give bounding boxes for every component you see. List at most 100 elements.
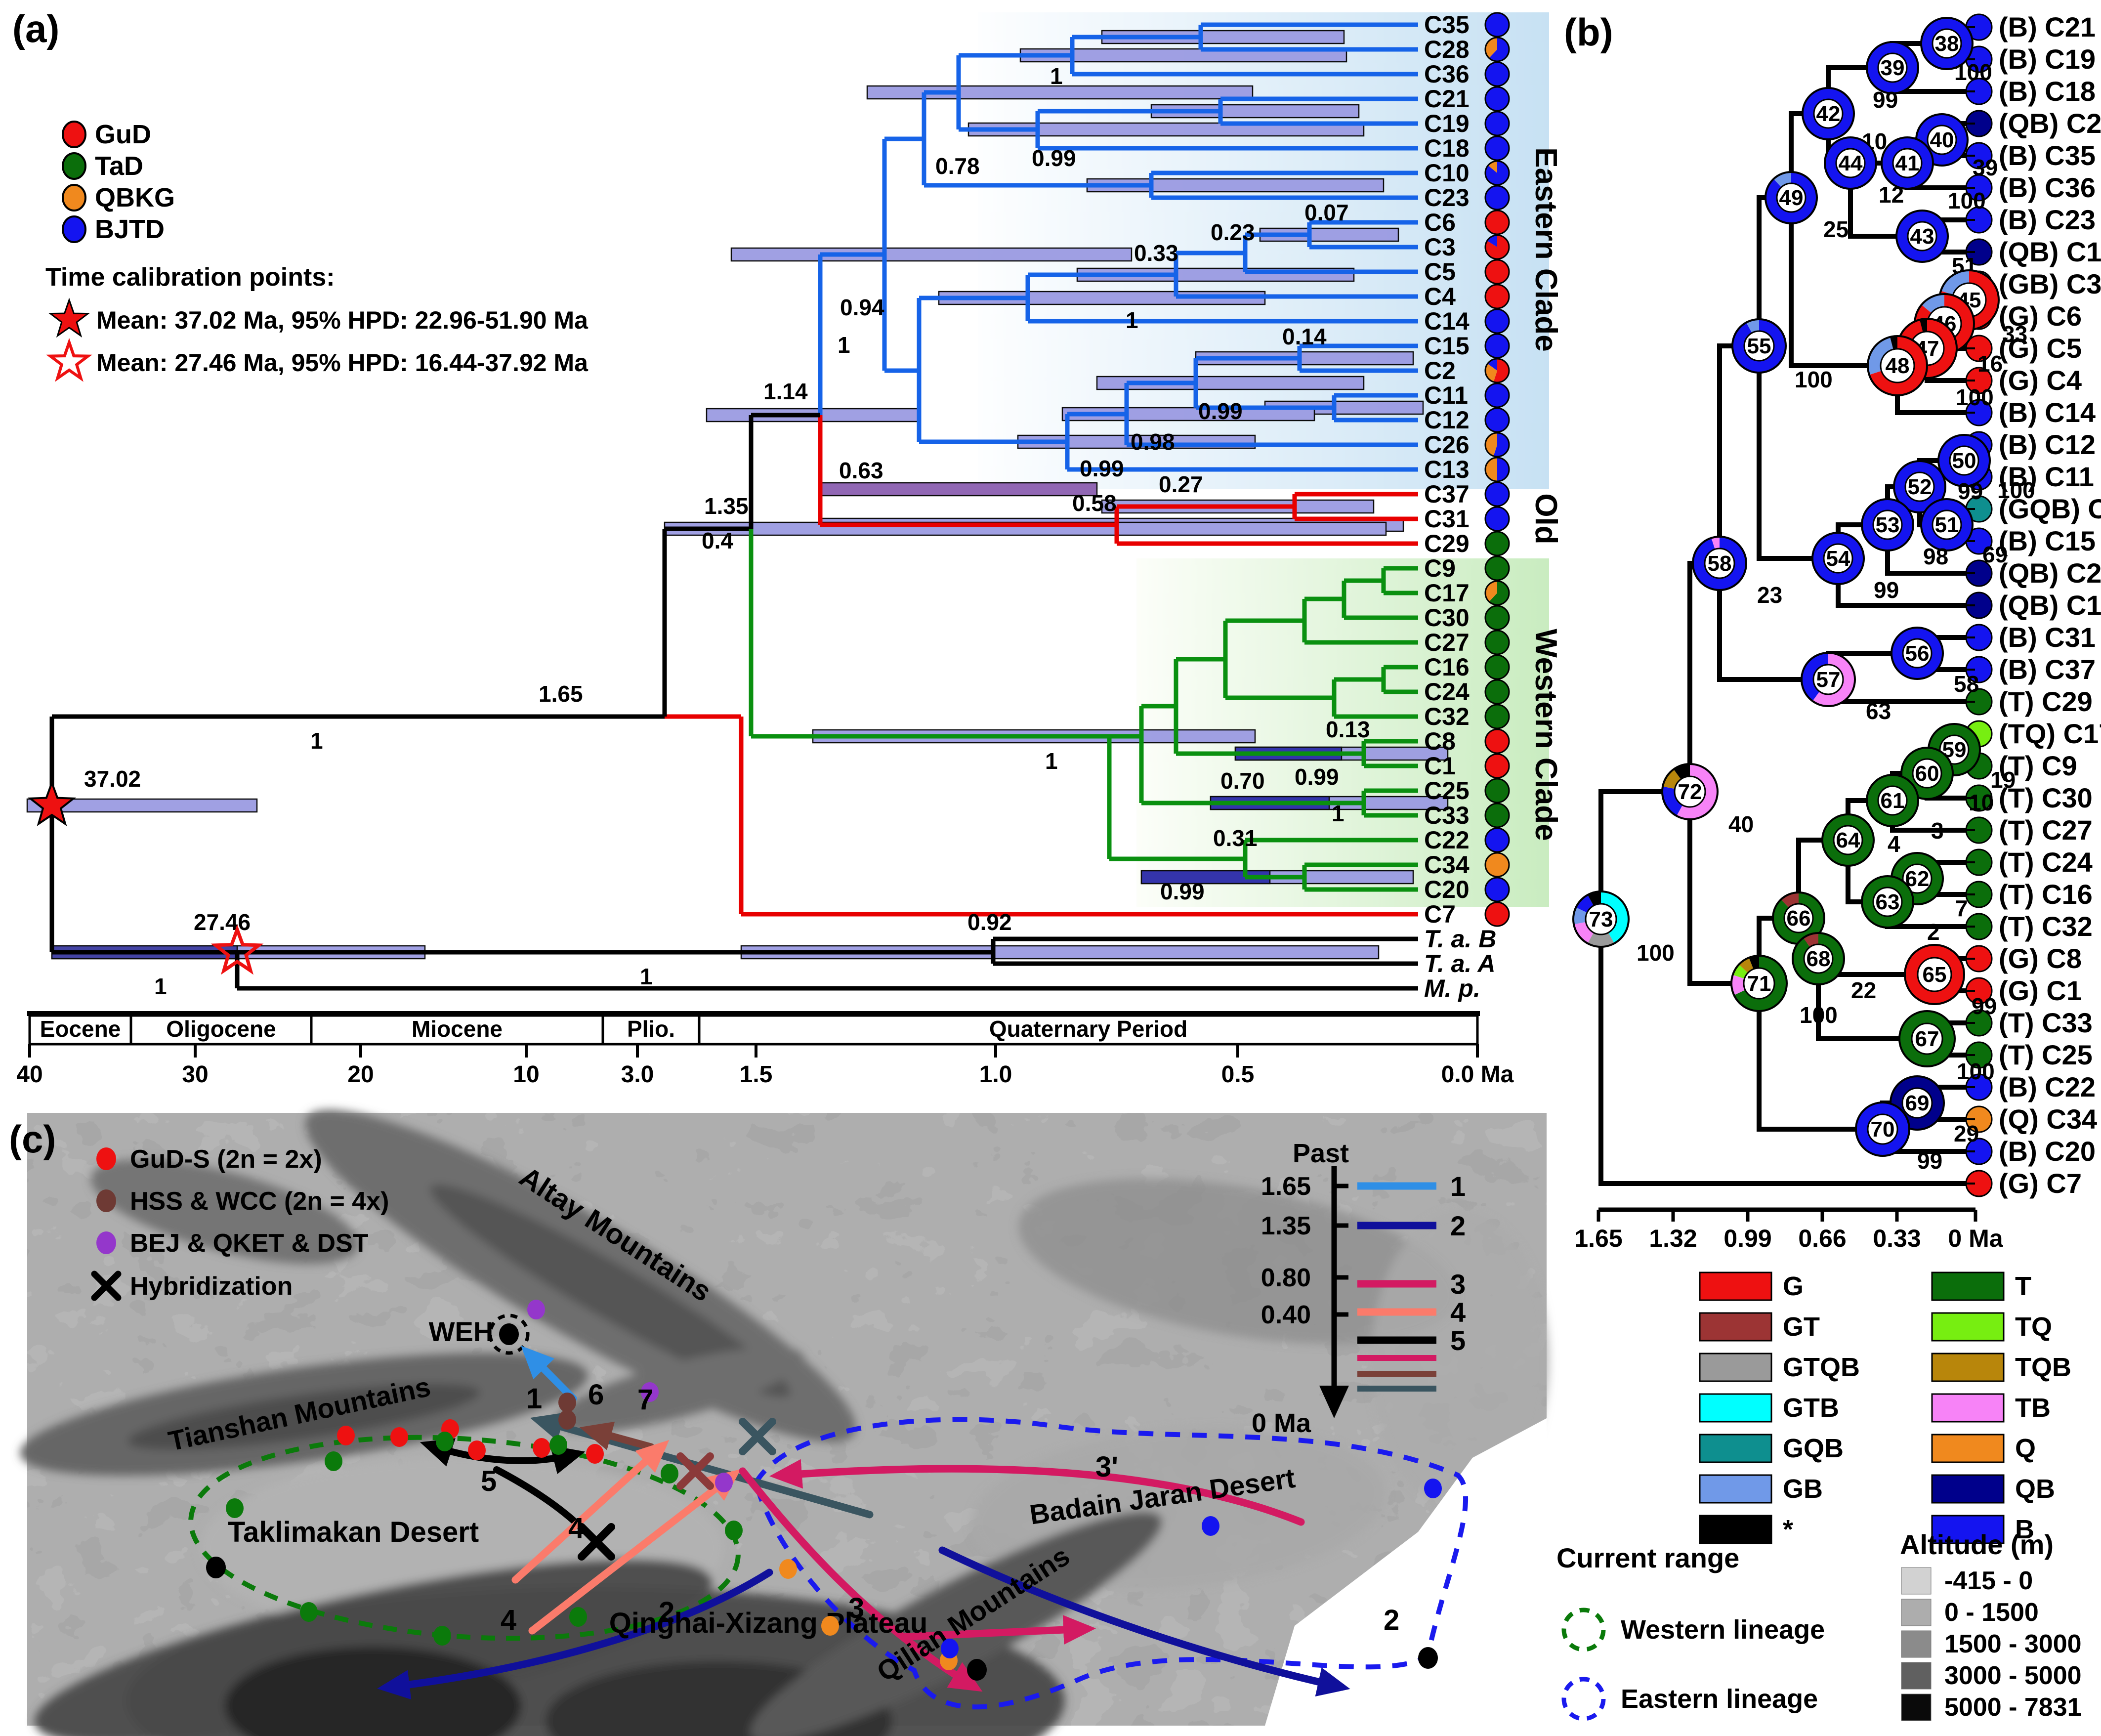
bootstrap-support: 19 (1990, 767, 2016, 793)
node-age: 0.07 (1304, 200, 1349, 225)
posterior-support: 0.63 (839, 458, 883, 483)
green-population-dot (300, 1602, 318, 1622)
tip-dot-a-slice (1484, 185, 1510, 211)
tip-dot-a-slice (1484, 728, 1510, 754)
tip-label-a: C25 (1424, 777, 1470, 804)
state-label-GQB: GQB (1783, 1434, 1844, 1463)
node-age: 0.14 (1282, 324, 1327, 349)
tip-dot-a (1484, 901, 1510, 927)
green-population-dot (661, 1464, 678, 1483)
tip-dot-a-slice (1484, 531, 1510, 556)
tip-dot-a (1484, 877, 1510, 902)
tip-dot-a (1484, 160, 1510, 186)
pie-center-40 (1927, 125, 1957, 155)
pie-center-42 (1813, 98, 1844, 129)
tip-label-b: (G) C8 (1999, 943, 2082, 974)
hybridization-x-icon (578, 1523, 615, 1561)
pie-center-73 (1585, 903, 1617, 935)
map-legend-x-icon (91, 1270, 122, 1301)
clade-label-old: Old (1529, 493, 1563, 544)
altitude-swatch (1901, 1662, 1932, 1690)
bootstrap-support: 100 (1637, 940, 1675, 966)
clade-label-western-clade: Western Clade (1529, 629, 1563, 841)
western-clade-branches (749, 529, 1418, 892)
state-swatch-G (1699, 1271, 1772, 1301)
route-5-branch (493, 1466, 585, 1531)
pie-center-71 (1743, 967, 1775, 1000)
posterior-support: 0.99 (1198, 398, 1243, 424)
tip-label-b: (QB) C13 (1999, 590, 2101, 621)
node-number: 44 (1839, 151, 1863, 175)
red-population-dot (586, 1444, 604, 1464)
node-age: 0.33 (1134, 240, 1178, 266)
backbone-branches (49, 413, 1418, 991)
tip-label-a: T. a. A (1424, 950, 1495, 977)
altitude-swatch (1901, 1599, 1932, 1626)
state-swatch-GTB (1699, 1393, 1772, 1423)
tip-dot-a (1484, 308, 1510, 334)
calibration-point-text: Mean: 27.46 Ma, 95% HPD: 16.44-37.92 Ma (96, 349, 588, 377)
state-label-*: * (1783, 1515, 1793, 1544)
state-label-Q: Q (2015, 1434, 2036, 1463)
tip-dot-a (1484, 86, 1510, 112)
bootstrap-support: 100 (1957, 1059, 1995, 1084)
route-number-5: 5 (481, 1465, 497, 1497)
tip-label-a: C19 (1424, 110, 1470, 137)
tip-label-b: (T) C27 (1999, 814, 2093, 846)
tip-dot-a (1484, 358, 1510, 383)
outgroup-calibration-star (210, 924, 264, 975)
era-label: Plio. (627, 1016, 675, 1042)
tip-label-b: (GQB) C2 (1999, 493, 2101, 524)
eastern-clade-branches (818, 22, 1418, 472)
clade-label-eastern-clade: Eastern Clade (1529, 147, 1563, 352)
bootstrap-support: 100 (1948, 188, 1986, 213)
place-label-qinghai-xizang-plateau: Qinghai-Xizang Plateau (609, 1607, 928, 1639)
pie-center-72 (1674, 775, 1706, 808)
tip-label-b: (B) C12 (1999, 429, 2096, 460)
legend-dot-TaD (62, 152, 86, 180)
route-number-3p: 3' (1095, 1451, 1118, 1483)
tip-label-a: C35 (1424, 11, 1470, 39)
tip-label-a: C15 (1424, 332, 1470, 360)
tip-dot-a-outline (1484, 358, 1510, 383)
node-number: 49 (1779, 186, 1804, 210)
tip-label-a: C26 (1424, 431, 1470, 459)
node-number: 58 (1708, 551, 1732, 576)
route-5-arrow (420, 1438, 586, 1474)
node-age: 1.14 (763, 379, 808, 404)
node-number: 38 (1935, 32, 1959, 56)
tip-dot-a-slice (1484, 284, 1510, 309)
pie-center-56 (1902, 638, 1933, 669)
map-legend-label: GuD-S (2n = 2x) (130, 1145, 322, 1174)
tip-label-a: C22 (1424, 826, 1470, 854)
posterior-support: 0.99 (1160, 879, 1205, 904)
tip-label-b: (B) C23 (1999, 204, 2096, 235)
pie-center-48 (1880, 348, 1915, 383)
ancestral-pie-node-49-outline (1765, 171, 1818, 224)
node-age: 0.58 (1072, 490, 1117, 516)
tip-label-b: (TQ) C17 (1999, 718, 2101, 749)
pie-center-60 (1912, 758, 1942, 789)
bootstrap-support: 100 (1800, 1002, 1838, 1028)
timeline-title: Past (1293, 1139, 1349, 1168)
pie-center-61 (1877, 785, 1908, 816)
tip-dot-a (1484, 61, 1510, 87)
tip-label-b: (T) C29 (1999, 686, 2093, 717)
ancestral-pie-node-68-outline (1792, 932, 1845, 985)
state-swatch-TB (1931, 1393, 2005, 1423)
node-number: 53 (1876, 513, 1900, 537)
node-age: 0.13 (1326, 717, 1370, 742)
tip-label-a: C20 (1424, 876, 1470, 903)
timeline-end-label: 0 Ma (1252, 1408, 1311, 1438)
tip-label-b: (G) C6 (1999, 300, 2082, 332)
pie-center-64 (1833, 825, 1863, 855)
axis-tick-label: 10 (513, 1061, 539, 1088)
tip-label-a: C29 (1424, 530, 1470, 557)
tip-dot-a (1484, 580, 1510, 606)
tip-label-a: C3 (1424, 233, 1456, 261)
tip-label-b: (B) C15 (1999, 525, 2096, 556)
tip-dot-a-outline (1484, 457, 1510, 482)
clade-edge (1598, 919, 1979, 1186)
state-label-GTQB: GTQB (1783, 1353, 1860, 1382)
